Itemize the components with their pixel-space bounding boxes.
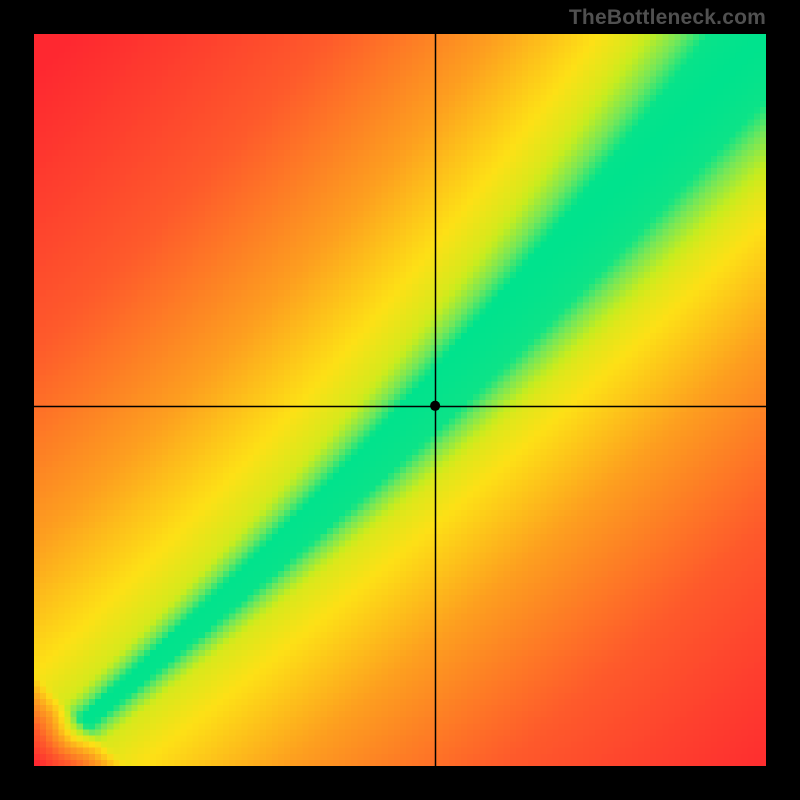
watermark-text: TheBottleneck.com: [569, 6, 766, 30]
chart-frame: TheBottleneck.com: [0, 0, 800, 800]
heatmap-canvas: [34, 34, 766, 766]
